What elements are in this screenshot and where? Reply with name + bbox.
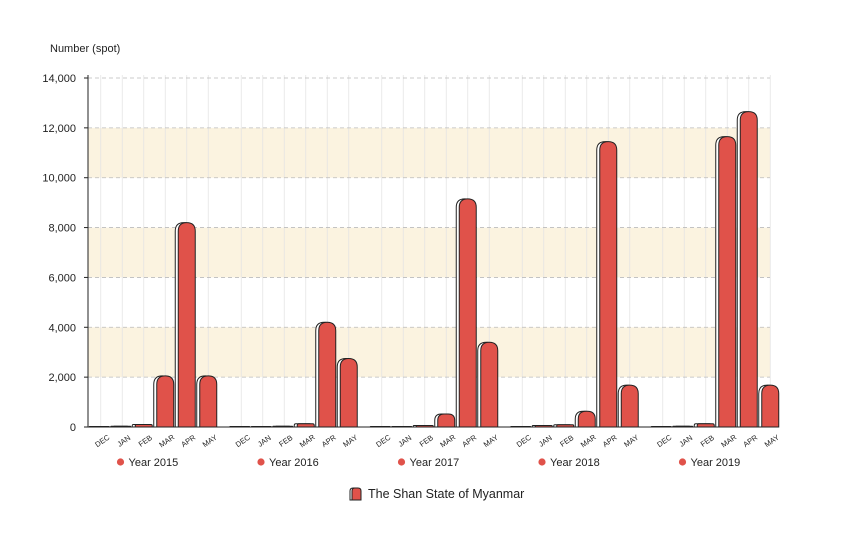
year-legend-label: Year 2016 <box>269 457 319 469</box>
year-legend-label: Year 2018 <box>550 457 600 469</box>
xtick-label: DEC <box>374 432 393 449</box>
year-legend-label: Year 2017 <box>410 457 460 469</box>
bars <box>88 111 780 428</box>
bar-year-2016-may <box>339 357 358 428</box>
xtick-label: JAN <box>115 433 132 449</box>
xtick-label: DEC <box>234 432 253 449</box>
year-legend-dot <box>116 458 125 466</box>
band-5 <box>88 127 770 178</box>
year-legend-item: Year 2017 <box>397 457 460 469</box>
series-legend-label: The Shan State of Myanmar <box>368 487 524 501</box>
ytick-label: 8,000 <box>48 223 76 235</box>
xtick-label: JAN <box>396 433 413 449</box>
ytick-label: 10,000 <box>42 173 76 185</box>
bar-year-2015-mar <box>156 375 175 428</box>
xtick-label: FEB <box>137 433 154 449</box>
year-legend-dot <box>257 458 265 466</box>
ytick-label: 14,000 <box>42 73 76 85</box>
bar-year-2015-may <box>199 375 218 428</box>
xtick-label: JAN <box>256 433 273 449</box>
xtick-label: MAR <box>438 432 457 449</box>
xtick-label: APR <box>179 433 197 450</box>
ytick-label: 4,000 <box>48 322 76 334</box>
xtick-label: MAR <box>157 432 176 449</box>
xtick-label: APR <box>741 433 759 450</box>
background-bands <box>88 127 770 378</box>
xtick-label: MAY <box>341 433 359 449</box>
xtick-label: MAY <box>201 433 219 449</box>
year-legend-item: Year 2018 <box>538 457 600 469</box>
xtick-label: DEC <box>655 432 674 449</box>
bar-year-2018-feb <box>556 424 575 428</box>
xtick-label: MAR <box>298 432 317 449</box>
bar-year-2016-mar <box>296 423 315 428</box>
year-legend-label: Year 2015 <box>129 457 179 469</box>
year-legend-item: Year 2015 <box>116 457 179 469</box>
ytick-label: 2,000 <box>48 372 76 384</box>
bar-year-2018-apr <box>599 141 618 428</box>
bar-year-2019-apr <box>739 111 758 428</box>
xtick-label: MAY <box>763 433 781 449</box>
year-legend: Year 2015 Year 2016 Year 2017 Year 2018 Year… <box>116 457 741 469</box>
xtick-label: FEB <box>418 433 435 449</box>
xtick-label: FEB <box>277 433 294 449</box>
year-legend-dot <box>397 458 406 466</box>
band-1 <box>88 327 770 378</box>
year-legend-dot <box>538 458 546 466</box>
y-tick-labels: 0 2,000 4,000 6,000 8,000 10,000 12,000 14,000 <box>42 73 76 434</box>
bar-year-2017-apr <box>458 198 477 428</box>
bar-year-2018-mar <box>577 410 596 428</box>
year-legend-label: Year 2019 <box>691 457 741 469</box>
xtick-label: APR <box>601 433 619 450</box>
xtick-label: JAN <box>677 433 694 449</box>
xtick-label: FEB <box>699 433 716 449</box>
band-3 <box>88 227 770 278</box>
legend-swatch-bar <box>351 487 362 501</box>
bar-year-2019-mar <box>718 136 737 428</box>
xtick-label: MAY <box>482 433 500 449</box>
xtick-label: MAR <box>579 432 598 449</box>
xtick-label: APR <box>320 433 338 450</box>
series-legend-swatch <box>349 487 362 501</box>
xtick-label: MAR <box>719 432 738 449</box>
year-legend-item: Year 2016 <box>257 457 319 469</box>
y-axis-label: Number (spot) <box>50 43 120 55</box>
bar-year-2015-apr <box>177 222 196 428</box>
bar-year-2019-may <box>761 384 780 428</box>
bar-year-2018-may <box>620 384 639 428</box>
bar-year-2017-may <box>480 341 499 428</box>
xtick-label: FEB <box>558 433 575 449</box>
bar-year-2015-feb <box>134 424 153 428</box>
year-legend-item: Year 2019 <box>678 457 741 469</box>
xtick-label: APR <box>460 433 478 450</box>
bar-year-2019-feb <box>696 423 715 428</box>
ytick-label: 12,000 <box>42 123 76 135</box>
xtick-label: JAN <box>537 433 554 449</box>
ytick-label: 6,000 <box>48 272 76 284</box>
x-tick-labels: DEC JAN FEB MAR APR MAY DEC JAN FEB MAR APR MAY DEC J… <box>93 432 781 449</box>
xtick-label: DEC <box>515 432 534 449</box>
ytick-label: 0 <box>70 422 76 434</box>
bar-year-2016-apr <box>318 321 337 428</box>
xtick-label: DEC <box>93 432 112 449</box>
bar-year-2017-mar <box>437 413 456 428</box>
series-legend: The Shan State of Myanmar <box>349 487 524 501</box>
xtick-label: MAY <box>622 433 640 449</box>
year-legend-dot <box>678 458 687 466</box>
